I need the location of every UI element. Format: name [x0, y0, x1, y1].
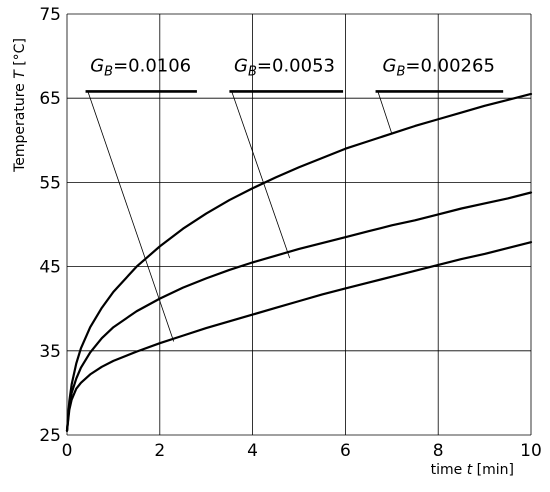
series-lines — [65, 92, 533, 432]
y-tick-label-4: 65 — [39, 89, 61, 109]
legend-label-2: GB=0.00265 — [383, 55, 495, 79]
legend-label-symbol-2: G — [383, 55, 397, 76]
y-axis-label: Temperature T [°C] — [12, 38, 28, 173]
legend-leader-1 — [231, 91, 291, 259]
y-tick-label-5: 75 — [39, 5, 61, 25]
y-tick-label-1: 35 — [39, 342, 61, 362]
y-axis-label-unit: [°C] — [12, 38, 28, 70]
x-tick-label-2: 4 — [247, 441, 258, 461]
x-tick-label-1: 2 — [154, 441, 165, 461]
x-tick-label-4: 8 — [433, 441, 444, 461]
legend-leader-0 — [87, 91, 175, 342]
legend-label-symbol-0: G — [90, 55, 104, 76]
y-axis-label-symbol: T — [12, 69, 28, 79]
series-line-1 — [65, 191, 533, 432]
x-axis-label-unit: [min] — [472, 462, 514, 478]
x-tick-label-0: 0 — [62, 441, 73, 461]
legend-label-value-2: =0.00265 — [405, 55, 495, 76]
x-axis-label-prefix: time — [431, 462, 467, 478]
legend-label-1: GB=0.0053 — [234, 55, 335, 79]
legend-label-value-1: =0.0053 — [257, 55, 335, 76]
legend: GB=0.0106 GB=0.0053 GB=0.00265 — [85, 55, 504, 342]
legend-label-0: GB=0.0106 — [90, 55, 191, 79]
series-line-2 — [65, 241, 533, 432]
legend-label-subscript-1: B — [248, 64, 257, 79]
legend-label-value-0: =0.0106 — [113, 55, 191, 76]
y-tick-label-2: 45 — [39, 258, 61, 278]
grid — [66, 13, 532, 436]
x-axis-label: time t [min] — [431, 462, 514, 478]
x-tick-label-5: 10 — [520, 441, 542, 461]
series-line-0 — [65, 92, 533, 432]
y-tick-label-3: 55 — [39, 173, 61, 193]
y-axis-label-prefix: Temperature — [12, 79, 28, 173]
legend-label-subscript-2: B — [396, 64, 405, 79]
legend-leader-2 — [377, 91, 393, 134]
x-tick-label-3: 6 — [340, 441, 351, 461]
tick-labels: 0 2 4 6 8 10 25 35 45 55 65 75 — [39, 5, 541, 461]
legend-label-subscript-0: B — [104, 64, 113, 79]
x-axis-label-symbol: t — [467, 462, 473, 478]
legend-label-symbol-1: G — [234, 55, 248, 76]
y-tick-label-0: 25 — [39, 426, 61, 446]
